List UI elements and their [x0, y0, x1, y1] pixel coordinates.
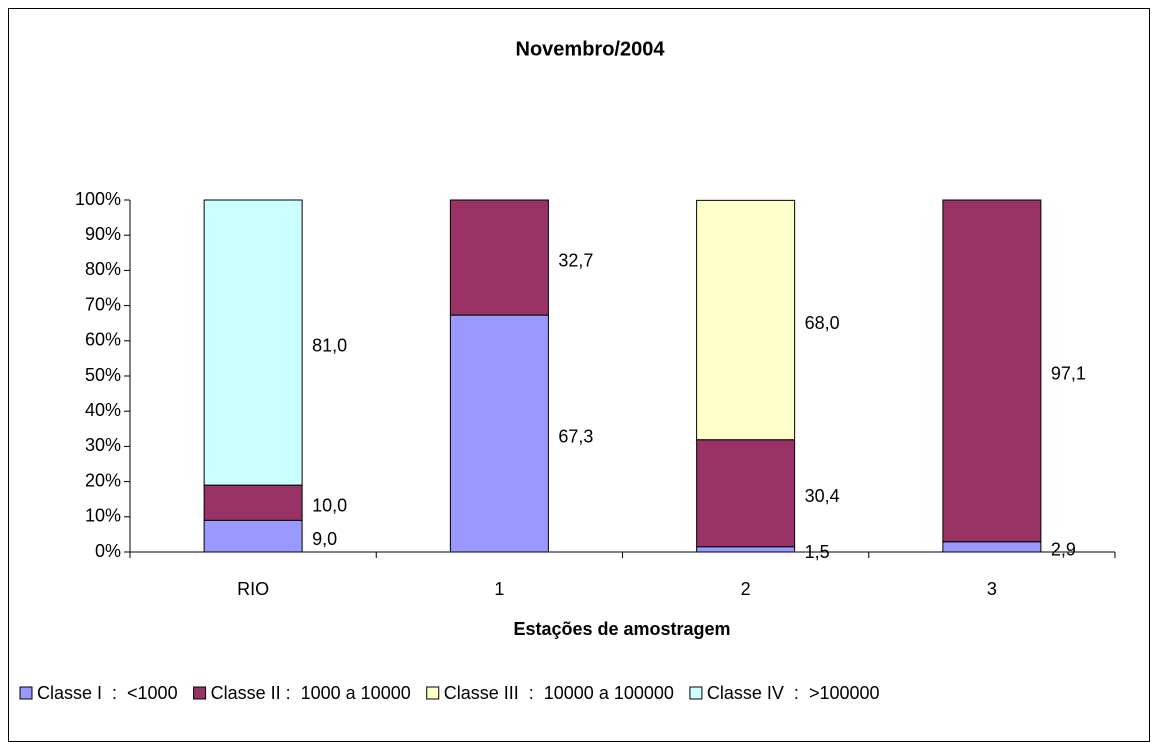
bar-segment: [203, 519, 303, 553]
data-label: 9,0: [312, 529, 337, 549]
legend-swatch: [426, 686, 440, 700]
data-label: 97,1: [1051, 364, 1086, 384]
bar-segment: [203, 484, 303, 521]
data-label: 32,7: [558, 250, 593, 270]
data-label: 1,5: [805, 542, 830, 562]
bar-segment: [696, 439, 796, 548]
data-label: 67,3: [558, 426, 593, 446]
y-tick-label: 90%: [85, 224, 121, 244]
bar-segment: [449, 199, 549, 316]
y-tick-label: 20%: [85, 470, 121, 490]
y-tick-label: 40%: [85, 400, 121, 420]
bar-segment: [449, 314, 549, 553]
data-label: 10,0: [312, 495, 347, 515]
data-label: 2,9: [1051, 540, 1076, 560]
x-tick-label: RIO: [237, 579, 269, 599]
bar-segment: [942, 541, 1042, 553]
legend-label: Classe III : 10000 a 100000: [444, 683, 674, 703]
legend-label: Classe II : 1000 a 10000: [211, 683, 411, 703]
y-tick-label: 70%: [85, 294, 121, 314]
legend-label: Classe I : <1000: [37, 683, 178, 703]
y-tick-label: 100%: [75, 189, 121, 209]
chart-title: Novembro/2004: [516, 38, 666, 60]
x-tick-label: 3: [987, 579, 997, 599]
legend-swatch: [689, 686, 703, 700]
y-tick-label: 0%: [95, 541, 121, 561]
data-label: 81,0: [312, 335, 347, 355]
data-label: 30,4: [805, 486, 840, 506]
bar-segment: [696, 546, 796, 553]
legend-label: Classe IV : >100000: [707, 683, 880, 703]
y-tick-label: 50%: [85, 365, 121, 385]
legend-swatch: [193, 686, 207, 700]
legend-swatch: [19, 686, 33, 700]
data-label: 68,0: [805, 313, 840, 333]
bar-segment: [203, 199, 303, 486]
x-tick-label: 2: [741, 579, 751, 599]
bar-segment: [696, 199, 796, 441]
y-tick-label: 30%: [85, 435, 121, 455]
y-tick-label: 80%: [85, 259, 121, 279]
bar-segment: [942, 199, 1042, 543]
x-tick-label: 1: [494, 579, 504, 599]
y-tick-label: 10%: [85, 506, 121, 526]
x-axis-title: Estações de amostragem: [513, 619, 730, 639]
y-tick-label: 60%: [85, 330, 121, 350]
